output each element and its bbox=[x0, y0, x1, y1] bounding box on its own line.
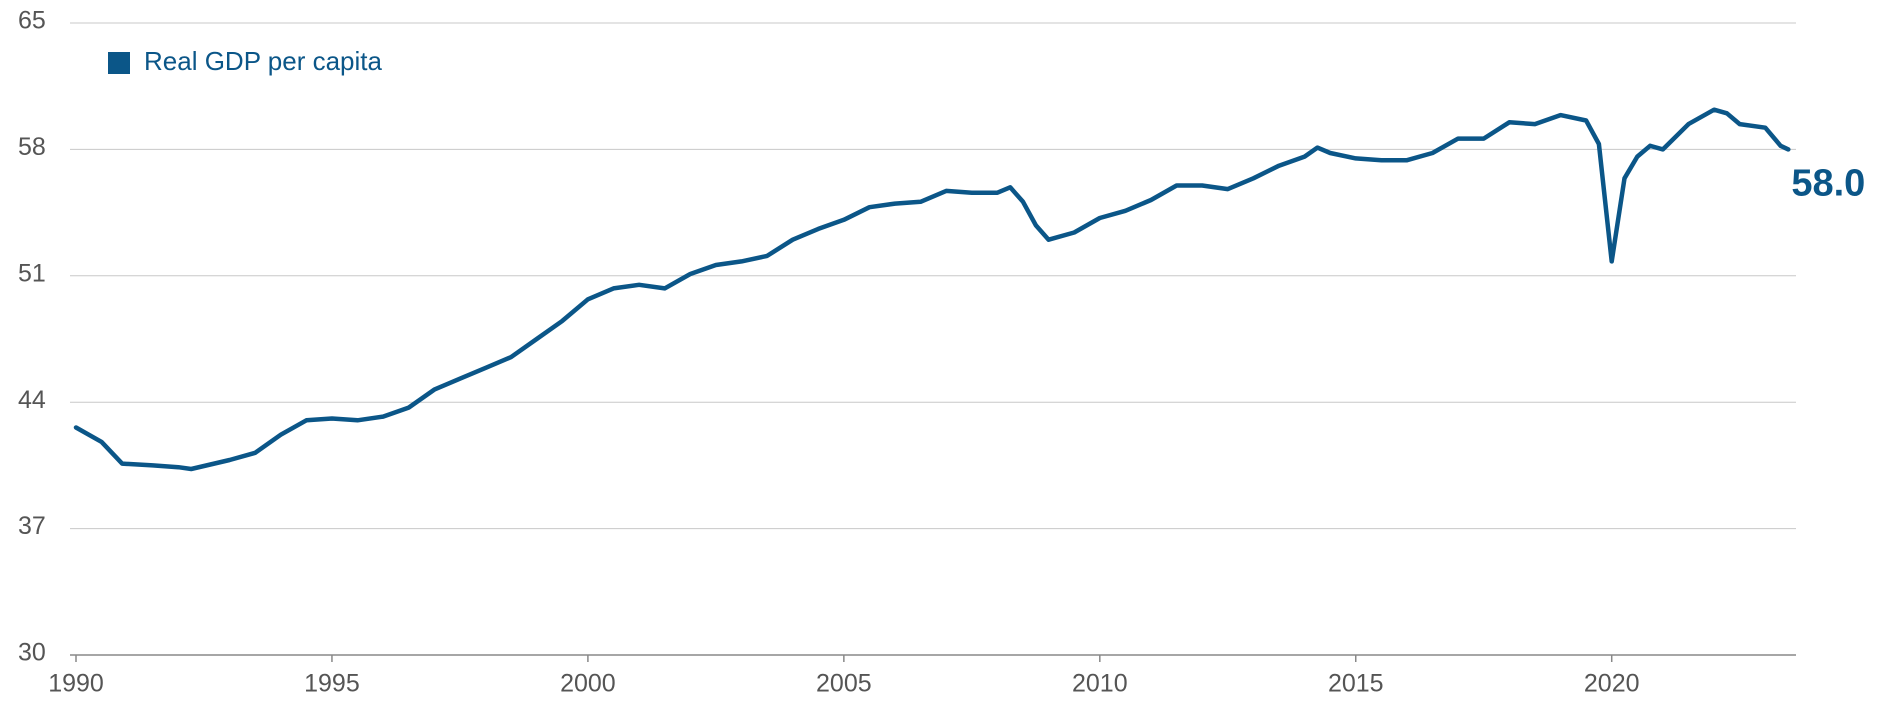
x-tick-label: 2005 bbox=[816, 670, 872, 698]
value-label: 58.0 bbox=[1791, 162, 1865, 204]
x-tick-label: 1995 bbox=[304, 670, 360, 698]
x-tick-label: 2010 bbox=[1072, 670, 1128, 698]
legend-label: Real GDP per capita bbox=[144, 46, 383, 76]
x-tick-label: 1990 bbox=[48, 670, 104, 698]
legend-swatch bbox=[108, 52, 130, 74]
x-tick-label: 2000 bbox=[560, 670, 616, 698]
y-tick-label: 44 bbox=[18, 386, 46, 414]
x-tick-label: 2020 bbox=[1584, 670, 1640, 698]
line bbox=[73, 107, 1791, 472]
y-tick-label: 51 bbox=[18, 259, 46, 287]
y-tick-label: 58 bbox=[18, 133, 46, 161]
x-tick-label: 2015 bbox=[1328, 670, 1384, 698]
y-tick-label: 37 bbox=[18, 512, 46, 540]
y-tick-label: 30 bbox=[18, 639, 46, 667]
y-tick-label: 65 bbox=[18, 7, 46, 35]
